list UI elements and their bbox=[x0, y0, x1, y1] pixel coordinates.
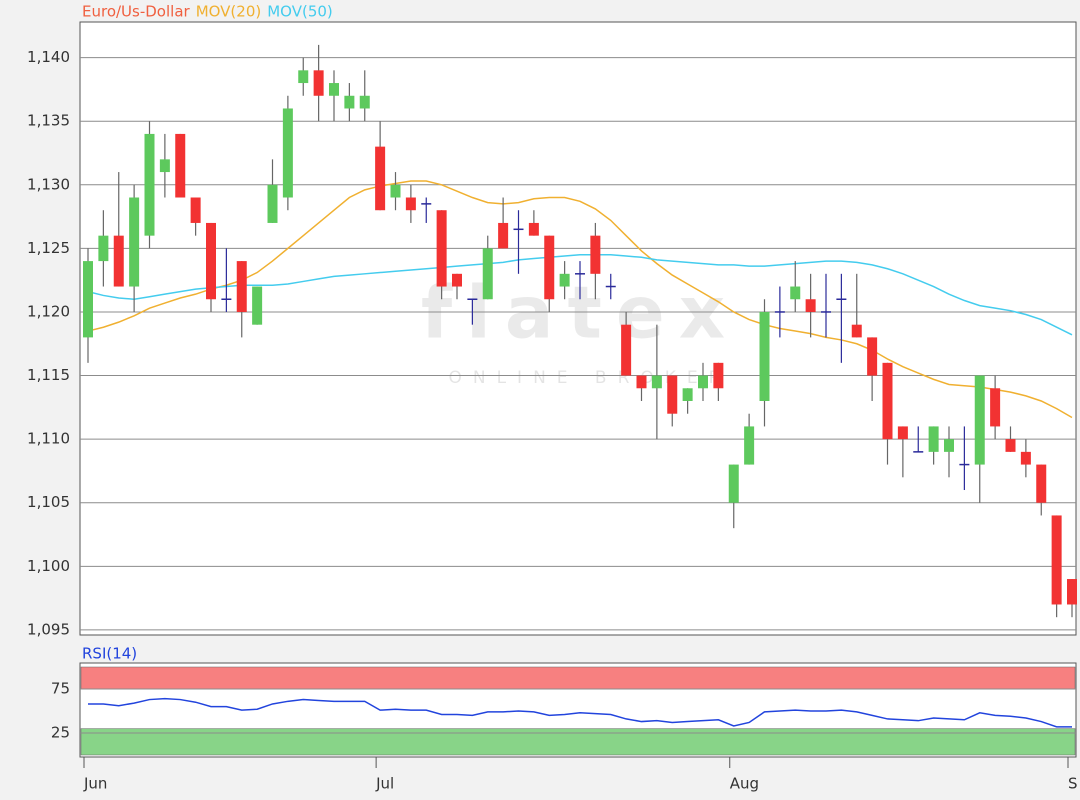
y-tick-label: 1,140 bbox=[27, 48, 70, 66]
candle-body bbox=[498, 222, 509, 249]
price-plot-area bbox=[79, 21, 1077, 636]
y-tick-label: 1,095 bbox=[27, 620, 70, 638]
candle-body bbox=[667, 375, 678, 414]
candle-body bbox=[1051, 515, 1062, 605]
x-tick-label: S bbox=[1068, 775, 1078, 793]
candle-body bbox=[728, 464, 739, 503]
candle-body bbox=[282, 108, 293, 198]
candle-body bbox=[159, 159, 170, 173]
candle-body bbox=[544, 235, 555, 300]
candle-body bbox=[528, 222, 539, 236]
y-tick-label: 1,105 bbox=[27, 493, 70, 511]
candle-body bbox=[482, 248, 493, 300]
candle-body bbox=[236, 261, 247, 312]
legend-entry: MOV(50) bbox=[267, 3, 333, 21]
y-tick-label: 1,125 bbox=[27, 239, 70, 257]
candle-body bbox=[944, 439, 954, 452]
candle-body bbox=[329, 83, 339, 96]
candle-body bbox=[252, 286, 263, 325]
y-tick-label: 1,135 bbox=[27, 112, 70, 130]
candle-body bbox=[897, 426, 908, 440]
y-tick-label: 75 bbox=[51, 680, 70, 698]
candle-body bbox=[98, 235, 109, 262]
candle-body bbox=[698, 375, 708, 389]
candle-body bbox=[144, 133, 155, 236]
candle-body bbox=[390, 184, 401, 198]
candle-body bbox=[621, 324, 632, 376]
y-tick-label: 1,110 bbox=[27, 430, 70, 448]
candle-body bbox=[313, 70, 324, 96]
candle-body bbox=[682, 388, 693, 401]
candle-body bbox=[713, 362, 724, 389]
candle-body bbox=[1036, 464, 1047, 503]
candle-body bbox=[1020, 451, 1031, 465]
y-tick-label: 1,130 bbox=[27, 175, 70, 193]
y-tick-label: 25 bbox=[51, 724, 70, 742]
candle-body bbox=[974, 375, 985, 465]
legend-entry: MOV(20) bbox=[196, 3, 262, 21]
candle-body bbox=[590, 235, 601, 274]
candle-body bbox=[436, 210, 447, 287]
candle-body bbox=[190, 197, 201, 223]
candle-body bbox=[651, 375, 662, 389]
candle-body bbox=[129, 197, 140, 287]
y-tick-label: 1,115 bbox=[27, 366, 70, 384]
candle-body bbox=[744, 426, 755, 465]
candle-body bbox=[375, 146, 386, 211]
x-tick-label: Jun bbox=[83, 775, 107, 793]
candle-body bbox=[1005, 439, 1016, 452]
candle-body bbox=[359, 95, 370, 109]
candle-body bbox=[851, 324, 862, 338]
candle-body bbox=[344, 95, 355, 109]
rsi-band bbox=[80, 666, 1076, 690]
candle-body bbox=[83, 261, 93, 338]
candle-body bbox=[790, 286, 801, 300]
watermark-brand: flatex bbox=[421, 271, 739, 355]
candle-body bbox=[452, 273, 462, 287]
candle-body bbox=[928, 426, 939, 452]
rsi-line bbox=[88, 697, 1072, 728]
y-tick-label: 1,120 bbox=[27, 302, 70, 320]
candle-body bbox=[267, 184, 278, 223]
candle-body bbox=[206, 222, 216, 300]
candle-body bbox=[882, 362, 893, 440]
candle-body bbox=[113, 235, 124, 287]
candle-body bbox=[298, 70, 309, 84]
indicator-label: RSI(14) bbox=[82, 645, 137, 663]
candle-body bbox=[405, 197, 416, 211]
candle-body bbox=[636, 375, 647, 389]
candle-body bbox=[559, 273, 570, 287]
x-tick-label: Jul bbox=[375, 775, 394, 793]
moving-average-line bbox=[87, 253, 1073, 336]
watermark-tagline: ONLINE BROKER bbox=[448, 368, 731, 388]
moving-average-line bbox=[87, 180, 1073, 419]
candle-body bbox=[990, 388, 1001, 427]
candle-body bbox=[1067, 579, 1077, 605]
candle-body bbox=[867, 337, 878, 376]
x-tick-label: Aug bbox=[730, 775, 759, 793]
candle-body bbox=[759, 311, 770, 401]
y-tick-label: 1,100 bbox=[27, 557, 70, 575]
candle-body bbox=[175, 133, 186, 198]
candle-body bbox=[805, 299, 816, 312]
chart-title: Euro/Us-Dollar bbox=[82, 3, 191, 21]
